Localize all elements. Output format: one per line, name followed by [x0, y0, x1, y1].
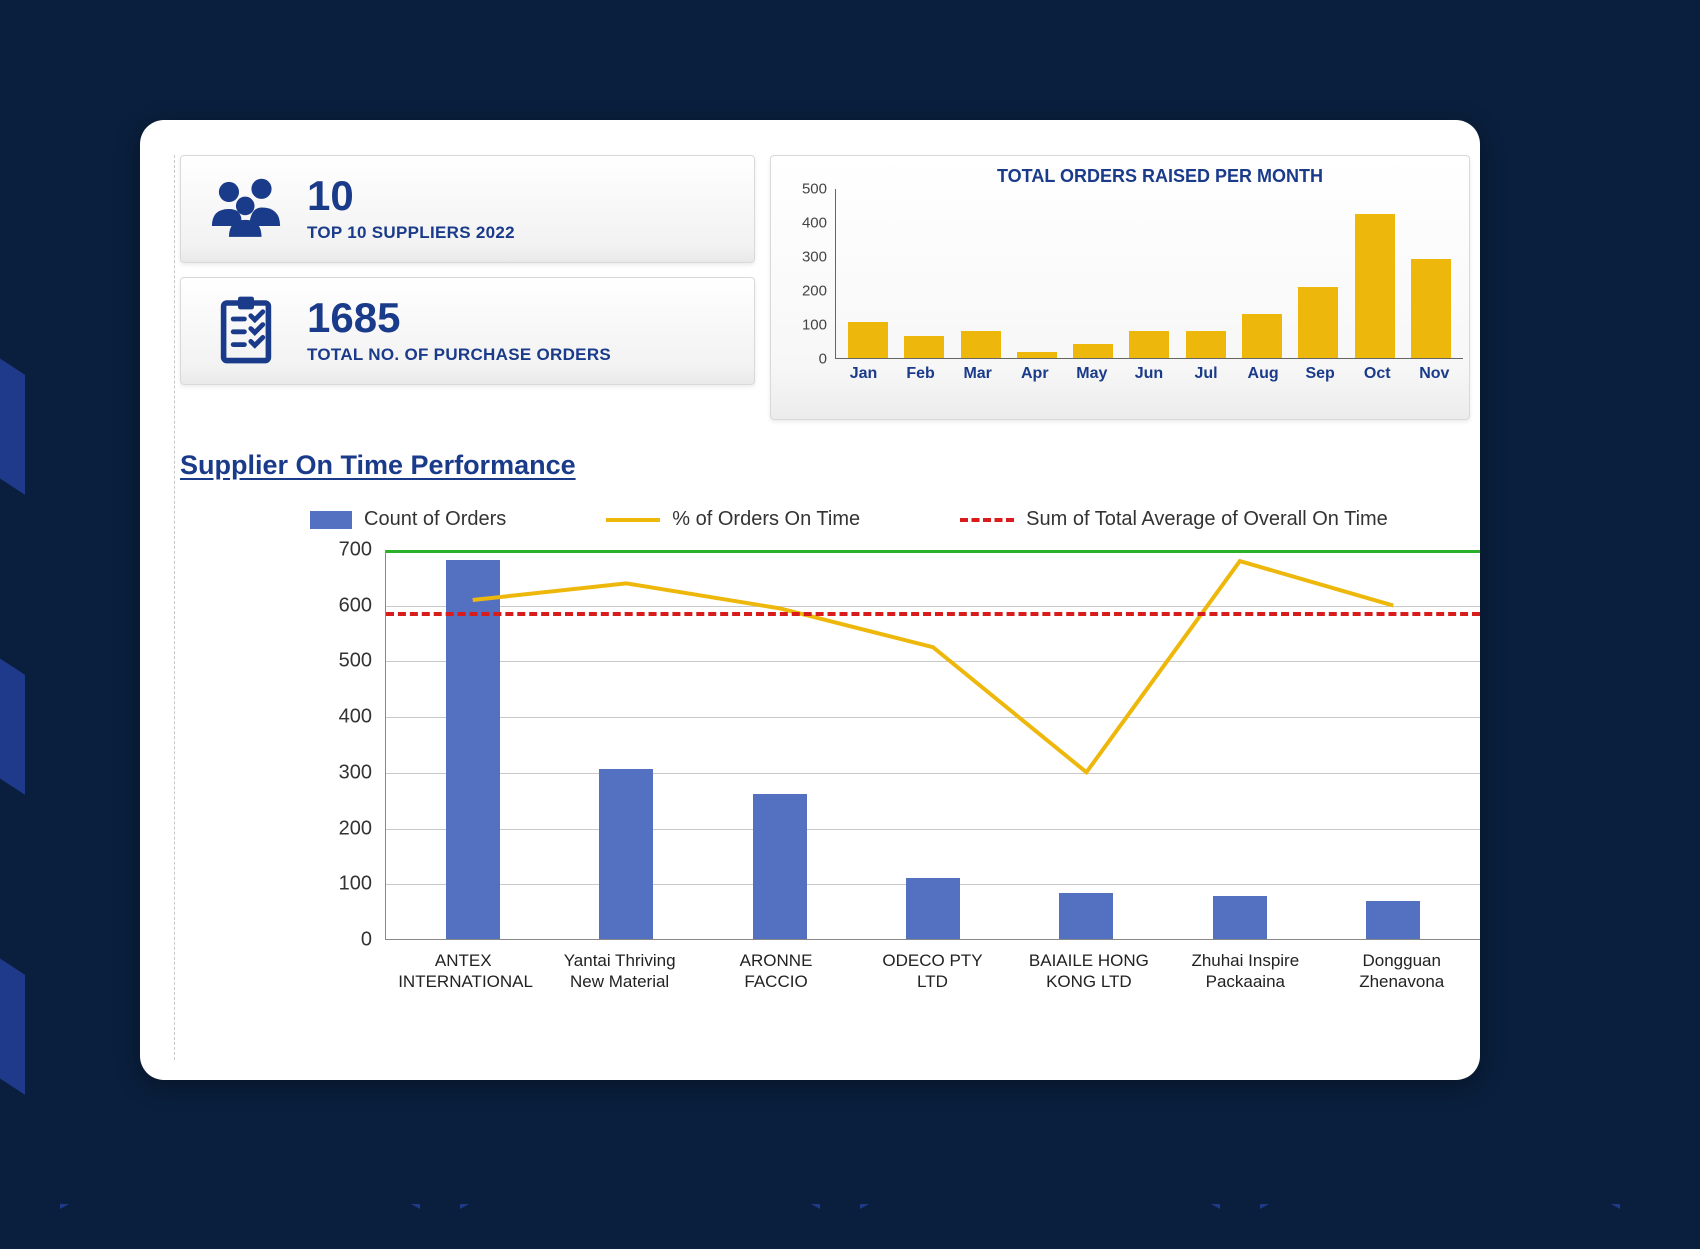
divider-vertical	[174, 155, 175, 1060]
monthly-bar	[961, 331, 1001, 358]
outer-frame: 10 TOP 10 SUPPLIERS 2022	[25, 25, 1675, 1204]
y-tick-label: 0	[819, 351, 827, 368]
y-tick-label: 500	[339, 650, 372, 673]
monthly-bar	[1017, 352, 1057, 358]
y-tick-label: 700	[339, 539, 372, 562]
x-tick-label: Jan	[842, 365, 886, 395]
x-tick-label: Mar	[956, 365, 1000, 395]
stats-column: 10 TOP 10 SUPPLIERS 2022	[180, 155, 755, 399]
monthly-bar	[904, 336, 944, 358]
y-tick-label: 200	[802, 283, 827, 300]
monthly-chart-title: TOTAL ORDERS RAISED PER MONTH	[857, 166, 1463, 187]
legend-label: Sum of Total Average of Overall On Time	[1026, 508, 1388, 531]
monthly-bar	[1298, 287, 1338, 358]
x-tick-label: Sep	[1298, 365, 1342, 395]
x-tick-label: ODECO PTY LTD	[867, 950, 997, 993]
y-tick-label: 300	[339, 761, 372, 784]
y-tick-label: 0	[361, 929, 372, 952]
legend-label: Count of Orders	[364, 508, 506, 531]
monthly-bar	[1073, 344, 1113, 358]
monthly-bar-chart: 0100200300400500 JanFebMarAprMayJunJulAu…	[777, 189, 1463, 399]
section-title-supplier-performance: Supplier On Time Performance	[180, 450, 576, 481]
legend-item-line: % of Orders On Time	[606, 508, 860, 531]
legend-swatch-bar	[310, 511, 352, 529]
y-tick-label: 100	[802, 317, 827, 334]
x-tick-label: May	[1070, 365, 1114, 395]
y-tick-label: 400	[802, 215, 827, 232]
y-tick-label: 100	[339, 873, 372, 896]
x-tick-label: Nov	[1412, 365, 1456, 395]
x-tick-label: Jun	[1127, 365, 1171, 395]
monthly-bar	[1242, 314, 1282, 358]
x-tick-label: ANTEX INTERNATIONAL	[398, 950, 528, 993]
x-tick-label: Aug	[1241, 365, 1285, 395]
x-tick-label: BAIAILE HONG KONG LTD	[1024, 950, 1154, 993]
monthly-bar	[1355, 214, 1395, 359]
x-tick-label: Apr	[1013, 365, 1057, 395]
target-line-green	[386, 550, 1480, 553]
x-tick-label: ARONNE FACCIO	[711, 950, 841, 993]
tile-purchase-orders: 1685 TOTAL NO. OF PURCHASE ORDERS	[180, 277, 755, 385]
y-tick-label: 400	[339, 706, 372, 729]
legend-swatch-dash	[960, 518, 1014, 522]
y-tick-label: 600	[339, 594, 372, 617]
supplier-combo-chart: 0100200300400500600700 ANTEX INTERNATION…	[180, 550, 1480, 1050]
tile-label: TOP 10 SUPPLIERS 2022	[307, 223, 515, 243]
x-tick-label: Feb	[899, 365, 943, 395]
x-tick-label: Yantai Thriving New Material	[555, 950, 685, 993]
monthly-orders-panel: TOTAL ORDERS RAISED PER MONTH 0 100 200 300…	[770, 155, 1470, 420]
people-icon	[207, 174, 285, 244]
x-tick-label: Oct	[1355, 365, 1399, 395]
legend-swatch-line	[606, 518, 660, 522]
legend-label: % of Orders On Time	[672, 508, 860, 531]
tile-top-suppliers: 10 TOP 10 SUPPLIERS 2022	[180, 155, 755, 263]
dashboard-card: 10 TOP 10 SUPPLIERS 2022	[140, 120, 1480, 1080]
y-tick-label: 500	[802, 181, 827, 198]
on-time-percent-line	[473, 561, 1394, 772]
monthly-bar	[848, 322, 888, 358]
legend-item-bar: Count of Orders	[310, 508, 506, 531]
monthly-bar	[1411, 259, 1451, 358]
y-tick-label: 200	[339, 817, 372, 840]
x-tick-label: Jul	[1184, 365, 1228, 395]
clipboard-icon	[207, 296, 285, 366]
x-tick-label: Zhuhai Inspire Packaaina	[1180, 950, 1310, 993]
monthly-bar	[1129, 331, 1169, 358]
tile-value: 10	[307, 175, 515, 217]
monthly-bar	[1186, 331, 1226, 358]
x-tick-label: Dongguan Zhenavona	[1337, 950, 1467, 993]
average-line-red	[386, 612, 1480, 616]
supplier-chart-legend: Count of Orders % of Orders On Time Sum …	[310, 508, 1388, 531]
tile-value: 1685	[307, 297, 611, 339]
y-tick-label: 300	[802, 249, 827, 266]
tile-label: TOTAL NO. OF PURCHASE ORDERS	[307, 345, 611, 365]
legend-item-dash: Sum of Total Average of Overall On Time	[960, 508, 1388, 531]
